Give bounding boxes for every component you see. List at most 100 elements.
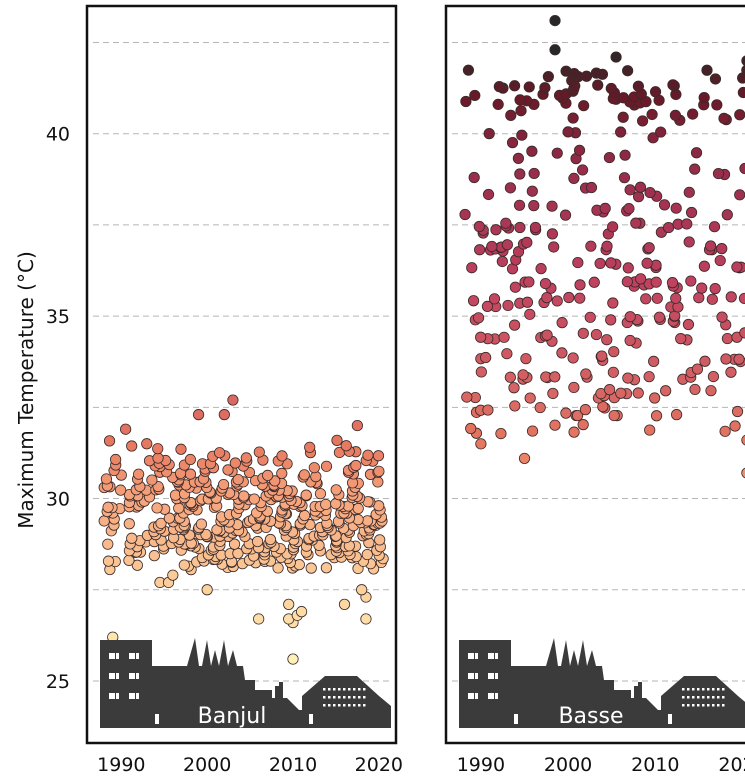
- panel-label: Basse: [558, 704, 623, 729]
- house-window: [712, 688, 715, 691]
- data-point: [653, 311, 666, 323]
- data-point: [468, 171, 480, 184]
- data-point: [568, 426, 580, 438]
- y-tick-label: 30: [46, 489, 70, 511]
- data-point: [716, 311, 728, 323]
- data-point: [546, 200, 558, 212]
- x-tick-label: 1990: [457, 754, 505, 776]
- data-point: [526, 185, 538, 197]
- data-point: [534, 401, 546, 414]
- building-window: [129, 673, 135, 679]
- data-point: [580, 368, 592, 380]
- data-point: [102, 501, 114, 513]
- data-point: [641, 257, 653, 269]
- data-point: [714, 254, 726, 267]
- house-window: [353, 696, 356, 699]
- data-point: [601, 240, 613, 252]
- data-point: [178, 559, 190, 571]
- data-point: [579, 404, 592, 416]
- house-window: [687, 696, 690, 699]
- data-point: [152, 452, 164, 464]
- data-point: [501, 239, 513, 251]
- data-point: [739, 162, 745, 175]
- building-window: [495, 693, 498, 699]
- data-point: [461, 391, 473, 403]
- data-point: [725, 366, 737, 378]
- house-window: [697, 704, 700, 707]
- data-point: [509, 80, 521, 92]
- data-point: [737, 86, 745, 99]
- data-point: [632, 387, 644, 399]
- data-point: [167, 569, 179, 581]
- data-point: [466, 262, 478, 274]
- data-point: [542, 71, 554, 83]
- house-window: [722, 696, 725, 699]
- data-point: [662, 221, 675, 234]
- data-point: [584, 311, 596, 323]
- house-window: [717, 696, 720, 699]
- house-window: [338, 688, 341, 691]
- skyline-shape: [634, 682, 642, 728]
- y-tick-label: 40: [46, 124, 70, 146]
- data-point: [731, 405, 744, 418]
- data-point: [528, 200, 540, 212]
- data-point: [539, 82, 551, 94]
- data-point: [634, 181, 647, 193]
- skyline-illustration: [100, 638, 391, 728]
- data-point: [152, 443, 164, 455]
- x-tick-label: 2000: [183, 754, 231, 776]
- data-point: [516, 129, 528, 141]
- data-point: [549, 14, 561, 27]
- data-point: [608, 409, 620, 422]
- data-point: [229, 457, 241, 469]
- data-point: [276, 467, 288, 480]
- data-point: [597, 401, 609, 413]
- data-point: [590, 328, 603, 341]
- data-point: [574, 279, 586, 291]
- house-window: [702, 696, 705, 699]
- building-window: [136, 693, 139, 699]
- data-point: [123, 518, 135, 530]
- data-point: [217, 478, 230, 491]
- data-point: [705, 240, 717, 252]
- data-point: [624, 184, 636, 196]
- data-point: [482, 188, 495, 201]
- data-point: [251, 535, 264, 548]
- data-point: [590, 67, 602, 79]
- data-point: [556, 347, 568, 359]
- data-point: [504, 182, 517, 194]
- data-point: [272, 562, 284, 574]
- data-point: [473, 220, 485, 233]
- house-window: [343, 688, 346, 691]
- data-point: [513, 199, 526, 211]
- data-point: [373, 465, 385, 477]
- house-window: [687, 688, 690, 691]
- house-window: [363, 696, 366, 699]
- data-point: [469, 89, 481, 102]
- data-point: [98, 515, 110, 527]
- data-point: [514, 168, 526, 180]
- data-point: [283, 598, 295, 610]
- data-point: [636, 115, 649, 127]
- data-point: [622, 65, 634, 77]
- data-point: [300, 489, 312, 501]
- data-point: [738, 292, 745, 305]
- building-window: [495, 673, 498, 679]
- data-point: [720, 353, 732, 365]
- data-point: [459, 208, 471, 221]
- house-window: [353, 704, 356, 707]
- y-tick-label: 25: [46, 671, 70, 693]
- data-point: [320, 460, 333, 472]
- house-window: [323, 704, 326, 707]
- data-point: [658, 199, 671, 211]
- building-window: [136, 673, 139, 679]
- data-point: [314, 488, 327, 500]
- data-point: [711, 99, 723, 111]
- data-point: [568, 381, 580, 394]
- building-door: [514, 714, 518, 724]
- data-point: [541, 329, 553, 341]
- y-tick-label: 35: [46, 306, 70, 328]
- house-window: [702, 688, 705, 691]
- building-window: [468, 693, 474, 699]
- data-point: [501, 348, 513, 360]
